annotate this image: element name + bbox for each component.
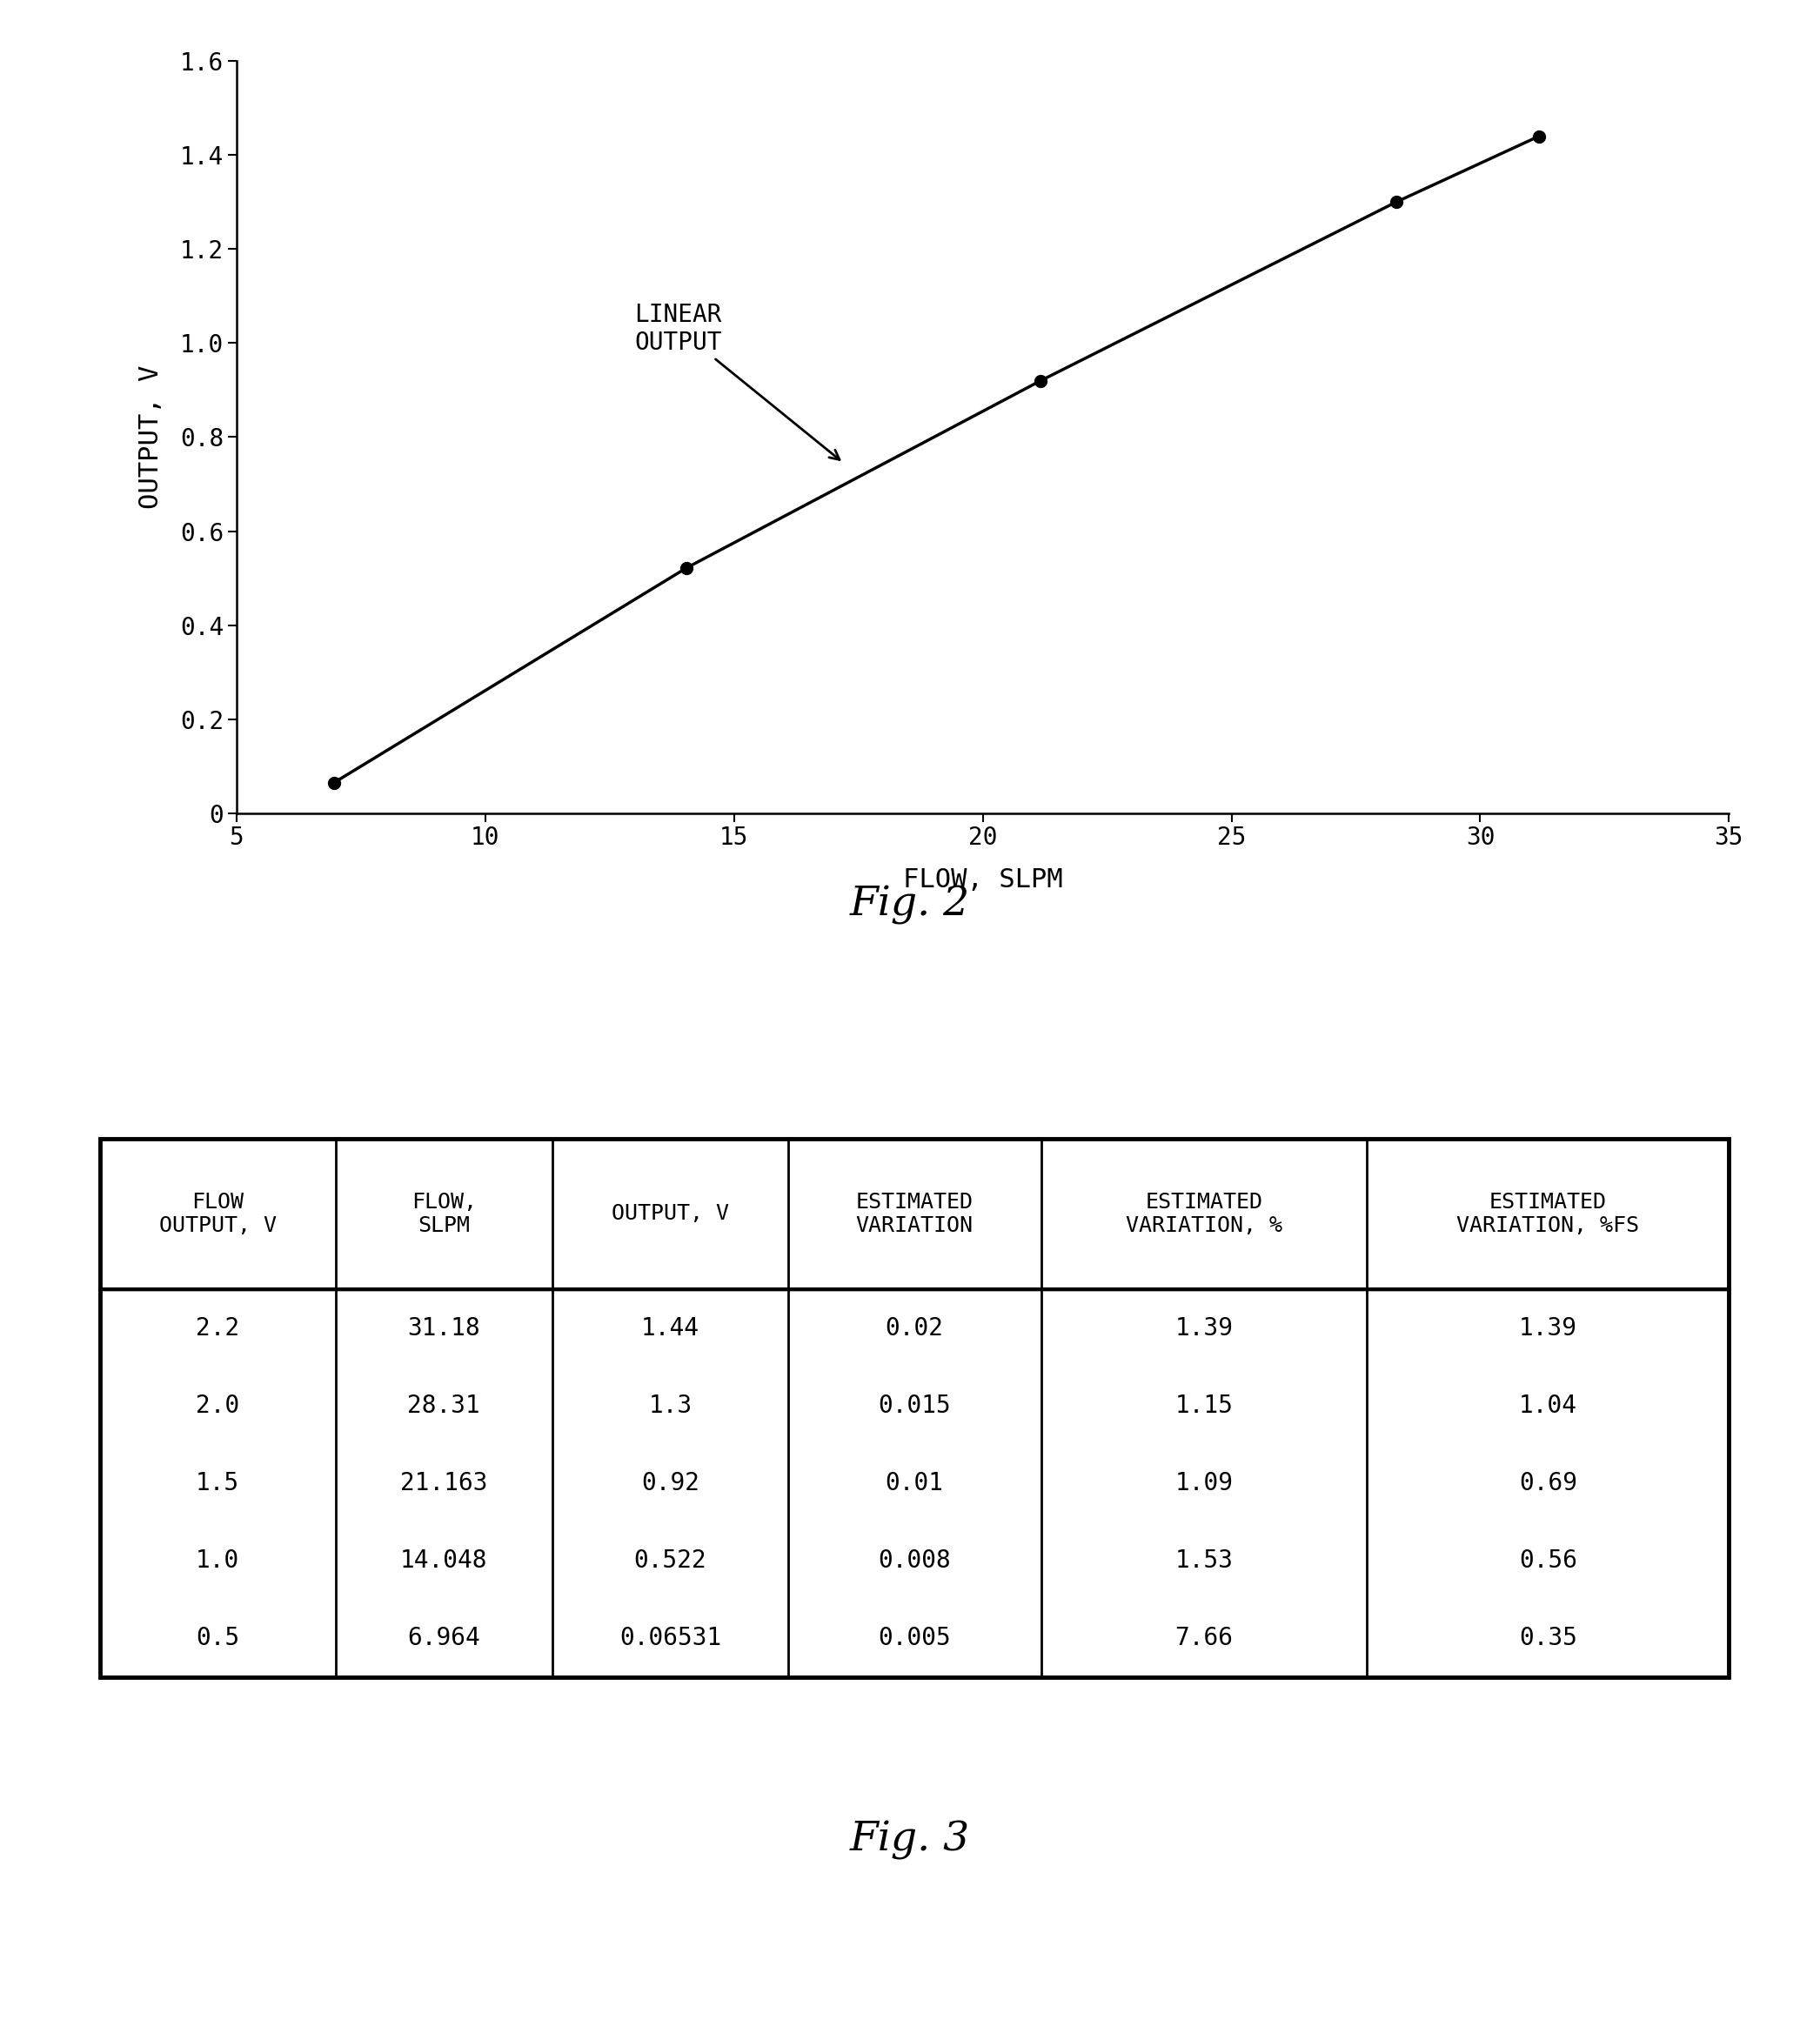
Text: 0.015: 0.015 bbox=[877, 1393, 952, 1417]
Text: 0.69: 0.69 bbox=[1520, 1472, 1578, 1496]
Text: 1.39: 1.39 bbox=[1176, 1315, 1234, 1340]
Text: OUTPUT, V: OUTPUT, V bbox=[612, 1204, 730, 1224]
Text: 6.964: 6.964 bbox=[408, 1626, 480, 1651]
Text: 1.0: 1.0 bbox=[197, 1549, 240, 1574]
Y-axis label: OUTPUT, V: OUTPUT, V bbox=[138, 366, 164, 508]
Text: 2.0: 2.0 bbox=[197, 1393, 240, 1417]
Text: 0.522: 0.522 bbox=[633, 1549, 706, 1574]
Text: 0.008: 0.008 bbox=[877, 1549, 952, 1574]
Text: 0.5: 0.5 bbox=[197, 1626, 240, 1651]
Text: ESTIMATED
VARIATION, %: ESTIMATED VARIATION, % bbox=[1127, 1191, 1283, 1236]
Text: 1.3: 1.3 bbox=[648, 1393, 692, 1417]
Text: Fig. 2: Fig. 2 bbox=[850, 884, 970, 925]
Text: 14.048: 14.048 bbox=[400, 1549, 488, 1574]
Text: 7.66: 7.66 bbox=[1176, 1626, 1234, 1651]
Text: 31.18: 31.18 bbox=[408, 1315, 480, 1340]
Text: 2.2: 2.2 bbox=[197, 1315, 240, 1340]
Text: Fig. 3: Fig. 3 bbox=[850, 1820, 970, 1860]
Text: 0.02: 0.02 bbox=[885, 1315, 945, 1340]
Text: LINEAR
OUTPUT: LINEAR OUTPUT bbox=[635, 303, 839, 459]
Text: FLOW,
SLPM: FLOW, SLPM bbox=[411, 1191, 477, 1236]
Text: 1.5: 1.5 bbox=[197, 1472, 240, 1496]
Text: 28.31: 28.31 bbox=[408, 1393, 480, 1417]
Text: FLOW
OUTPUT, V: FLOW OUTPUT, V bbox=[158, 1191, 277, 1236]
Text: 1.39: 1.39 bbox=[1520, 1315, 1578, 1340]
Text: 21.163: 21.163 bbox=[400, 1472, 488, 1496]
Text: 1.53: 1.53 bbox=[1176, 1549, 1234, 1574]
X-axis label: FLOW, SLPM: FLOW, SLPM bbox=[903, 868, 1063, 892]
Text: ESTIMATED
VARIATION: ESTIMATED VARIATION bbox=[855, 1191, 974, 1236]
Text: 1.44: 1.44 bbox=[641, 1315, 699, 1340]
Text: 0.005: 0.005 bbox=[877, 1626, 952, 1651]
Text: 1.09: 1.09 bbox=[1176, 1472, 1234, 1496]
Text: ESTIMATED
VARIATION, %FS: ESTIMATED VARIATION, %FS bbox=[1456, 1191, 1640, 1236]
Bar bbox=[100, 1138, 1729, 1289]
Text: 0.06531: 0.06531 bbox=[619, 1626, 721, 1651]
Text: 0.92: 0.92 bbox=[641, 1472, 699, 1496]
Text: 0.35: 0.35 bbox=[1520, 1626, 1578, 1651]
Text: 0.56: 0.56 bbox=[1520, 1549, 1578, 1574]
Text: 0.01: 0.01 bbox=[885, 1472, 945, 1496]
Text: 1.15: 1.15 bbox=[1176, 1393, 1234, 1417]
Text: 1.04: 1.04 bbox=[1520, 1393, 1578, 1417]
